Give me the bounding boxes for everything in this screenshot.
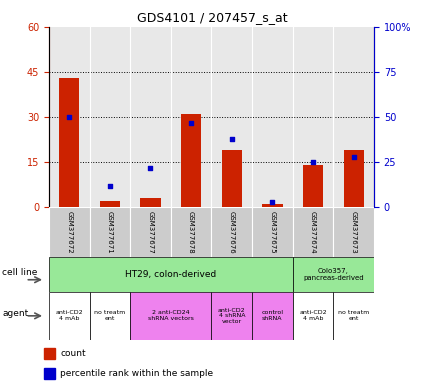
Bar (333, 207, 374, 257)
Bar (59, 78, 79, 207)
Bar (130, 292, 211, 340)
Bar (49, 292, 90, 340)
Bar (44, 368, 55, 379)
Text: Colo357,
pancreas-derived: Colo357, pancreas-derived (303, 268, 364, 281)
Bar (211, 292, 252, 340)
Bar (293, 207, 333, 257)
Text: no treatm
ent: no treatm ent (338, 310, 369, 321)
Bar (130, 207, 171, 257)
Bar (140, 198, 161, 207)
Text: HT29, colon-derived: HT29, colon-derived (125, 270, 216, 279)
Point (350, 154, 357, 160)
Bar (252, 207, 293, 257)
Bar (211, 207, 252, 257)
Text: GSM377674: GSM377674 (310, 211, 316, 254)
Bar (293, 292, 333, 340)
Text: control
shRNA: control shRNA (261, 310, 283, 321)
Point (228, 136, 235, 142)
Text: cell line: cell line (2, 268, 37, 277)
Text: anti-CD2
4 mAb: anti-CD2 4 mAb (55, 310, 83, 321)
Text: percentile rank within the sample: percentile rank within the sample (60, 369, 213, 378)
Bar (90, 207, 130, 257)
Bar (343, 150, 364, 207)
Bar (171, 207, 211, 257)
Bar (90, 292, 130, 340)
Text: GSM377677: GSM377677 (147, 211, 153, 254)
Bar (252, 292, 293, 340)
Bar (262, 204, 283, 207)
Text: GSM377672: GSM377672 (66, 211, 72, 254)
Text: anti-CD2
4 mAb: anti-CD2 4 mAb (299, 310, 327, 321)
Point (188, 119, 195, 126)
Point (106, 183, 113, 189)
Bar (333, 292, 374, 340)
Text: GSM377673: GSM377673 (351, 211, 357, 254)
Point (269, 199, 276, 205)
Text: count: count (60, 349, 86, 358)
Bar (100, 201, 120, 207)
Text: 2 anti-CD24
shRNA vectors: 2 anti-CD24 shRNA vectors (148, 310, 194, 321)
Bar (49, 207, 90, 257)
Bar (49, 257, 293, 292)
Point (310, 159, 317, 165)
Bar (181, 114, 201, 207)
Bar (221, 150, 242, 207)
Text: GSM377678: GSM377678 (188, 211, 194, 254)
Text: GSM377675: GSM377675 (269, 211, 275, 254)
Text: anti-CD2
4 shRNA
vector: anti-CD2 4 shRNA vector (218, 308, 246, 324)
Text: no treatm
ent: no treatm ent (94, 310, 125, 321)
Text: agent: agent (2, 310, 28, 318)
Bar (293, 257, 374, 292)
Text: GDS4101 / 207457_s_at: GDS4101 / 207457_s_at (137, 12, 288, 25)
Bar (303, 165, 323, 207)
Point (66, 114, 73, 120)
Text: GSM377676: GSM377676 (229, 211, 235, 254)
Point (147, 165, 154, 171)
Text: GSM377671: GSM377671 (107, 211, 113, 254)
Bar (44, 348, 55, 359)
